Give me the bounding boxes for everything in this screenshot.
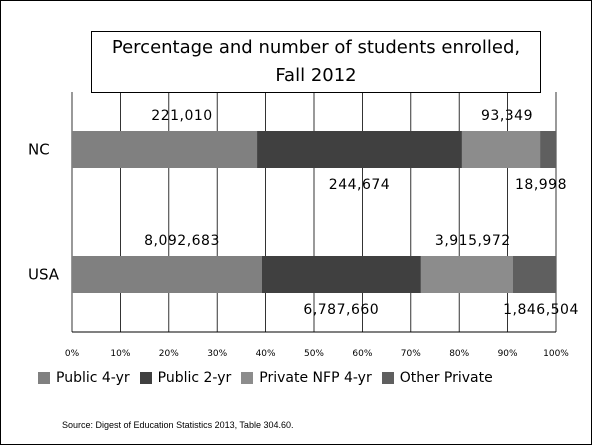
bar-segment	[420, 256, 513, 293]
x-tick-label: 40%	[256, 349, 276, 359]
x-tick-label: 10%	[110, 349, 130, 359]
legend-label: Private NFP 4-yr	[259, 370, 372, 386]
legend-label: Public 4-yr	[56, 370, 130, 386]
legend-item: Other Private	[381, 370, 493, 386]
legend-label: Other Private	[399, 370, 493, 386]
x-tick-label: 50%	[304, 349, 324, 359]
x-tick-label: 0%	[65, 349, 80, 359]
x-tick-label: 100%	[543, 349, 569, 359]
legend-swatch	[241, 372, 254, 384]
bar-segment	[257, 131, 462, 168]
legend-item: Public 2-yr	[139, 370, 232, 386]
x-tick-label: 80%	[449, 349, 469, 359]
legend-label: Public 2-yr	[157, 370, 232, 386]
data-label: 244,674	[329, 177, 390, 193]
data-label: 93,349	[481, 108, 533, 124]
legend-swatch	[38, 372, 50, 384]
data-label: 18,998	[515, 177, 567, 193]
x-tick-label: 60%	[352, 349, 372, 359]
category-label: NC	[28, 141, 50, 159]
data-label: 1,846,504	[503, 302, 579, 318]
x-tick-label: 70%	[401, 349, 421, 359]
bar-segment	[72, 131, 258, 168]
data-label: 221,010	[151, 108, 212, 124]
legend-swatch	[381, 372, 394, 384]
chart-legend: Public 4-yr Public 2-yr Private NFP 4-yr Ot…	[38, 370, 503, 386]
chart-title-line-2: Fall 2012	[275, 65, 357, 86]
bar-segment	[512, 256, 556, 293]
chart-title-line-1: Percentage and number of students enroll…	[111, 37, 521, 58]
legend-swatch	[139, 372, 152, 384]
x-tick-label: 30%	[207, 349, 227, 359]
x-tick-label: 90%	[498, 349, 518, 359]
bar-segment	[461, 131, 541, 168]
legend-item: Public 4-yr	[38, 370, 130, 386]
x-tick-label: 20%	[159, 349, 179, 359]
data-label: 6,787,660	[303, 302, 379, 318]
chart-title: Percentage and number of students enroll…	[91, 31, 541, 93]
data-label: 3,915,972	[435, 233, 511, 249]
source-note: Source: Digest of Education Statistics 2…	[62, 420, 294, 430]
bar-segment	[261, 256, 421, 293]
category-label: USA	[28, 266, 60, 284]
legend-item: Private NFP 4-yr	[241, 370, 372, 386]
bar-segment	[540, 131, 556, 168]
data-label: 8,092,683	[144, 233, 220, 249]
bar-segment	[72, 256, 262, 293]
